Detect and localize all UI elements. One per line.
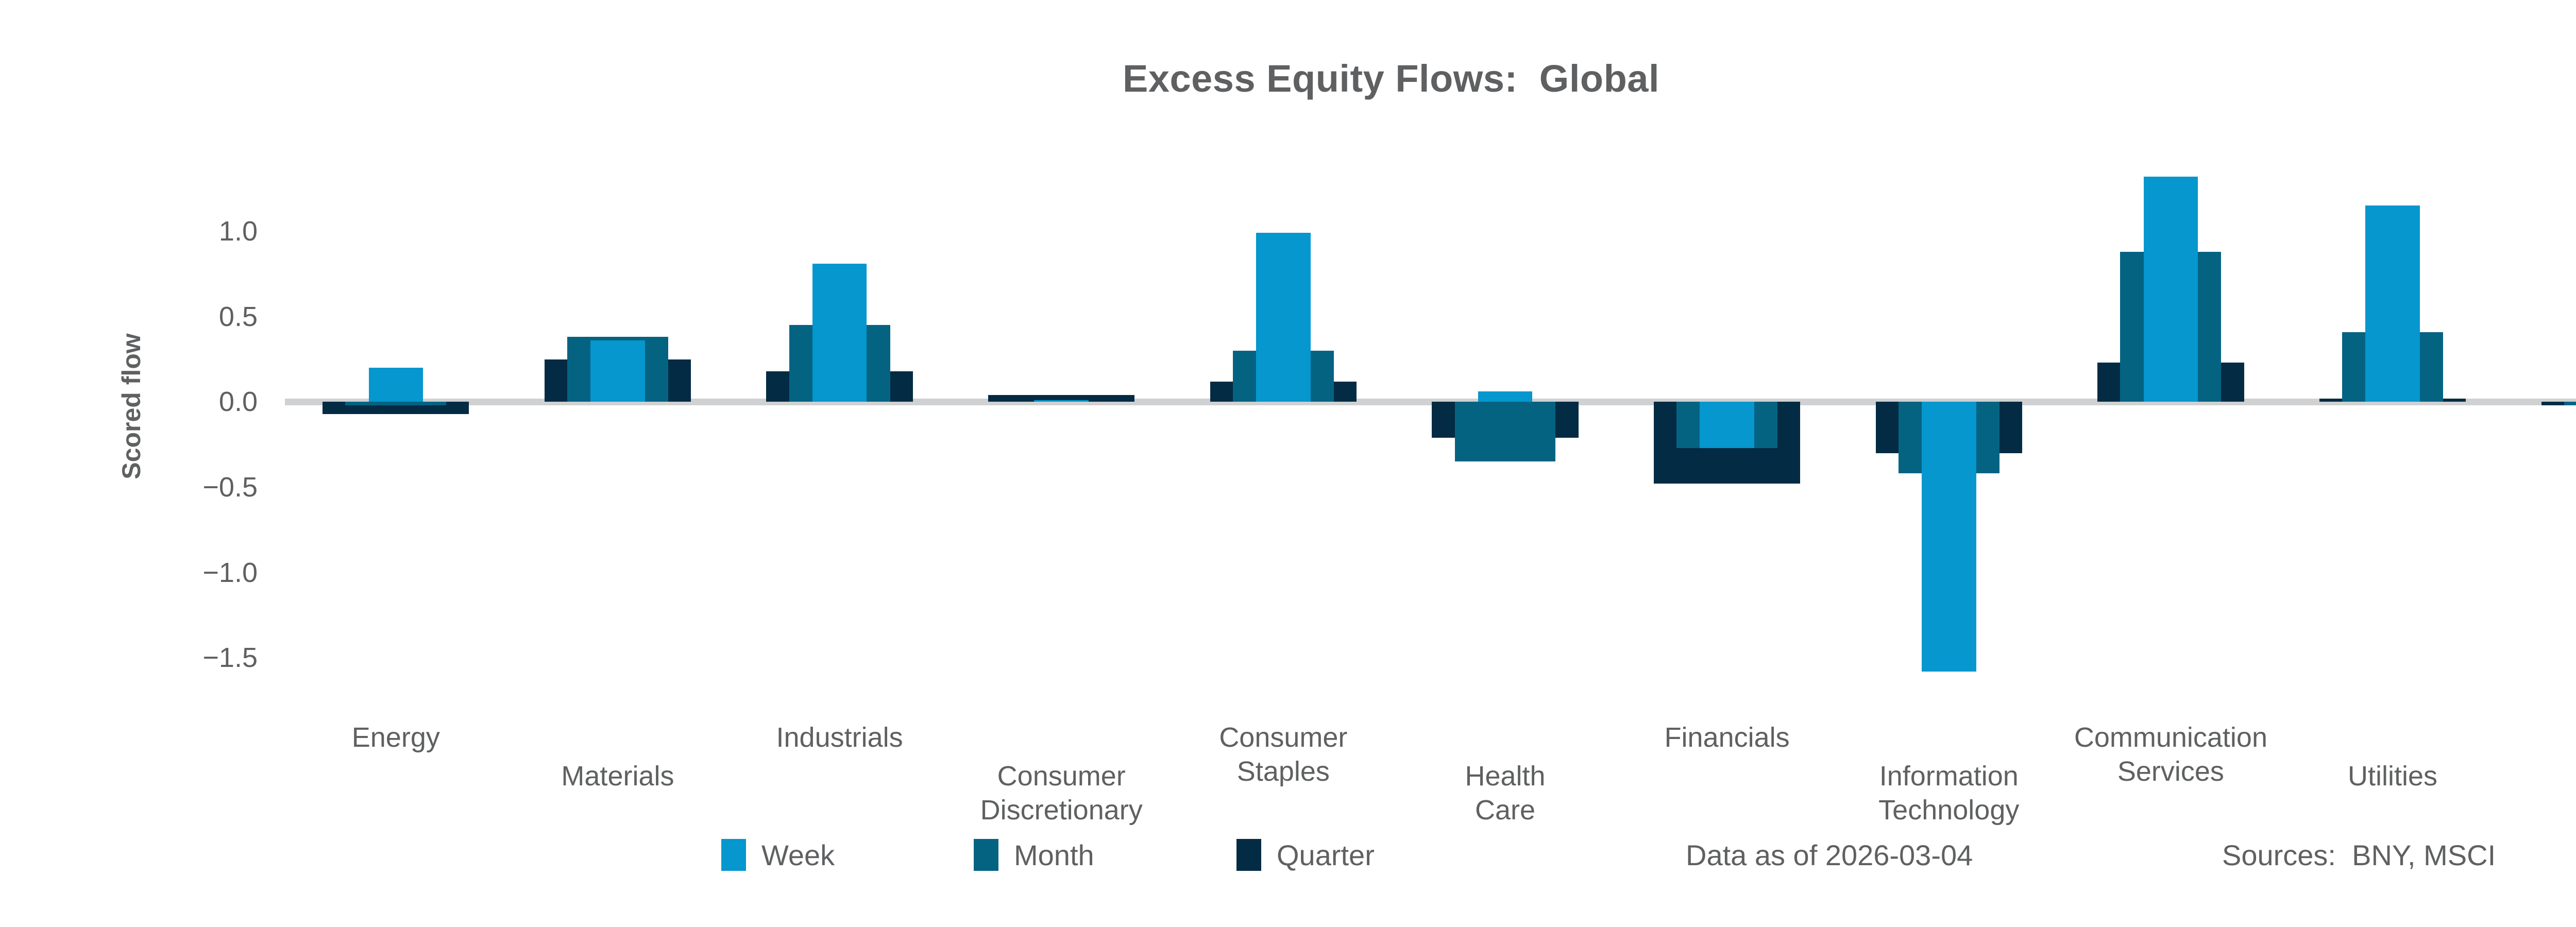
- bar-week[interactable]: [1700, 402, 1754, 448]
- x-category-label: Financials: [1664, 722, 1790, 753]
- legend-label: Month: [1014, 838, 1094, 871]
- bar-group: [2282, 154, 2504, 700]
- x-category-label: Consumer Staples: [1219, 722, 1348, 787]
- bar-week[interactable]: [1256, 233, 1311, 402]
- y-axis-ticks: 1.0 0.5 0.0 −0.5 −1.0 −1.5: [0, 154, 258, 700]
- bar-group: [728, 154, 951, 700]
- y-tick-label: −1.0: [202, 557, 258, 588]
- bar-month[interactable]: [1454, 402, 1556, 462]
- x-category-label: Utilities: [2348, 761, 2438, 792]
- bar-week[interactable]: [1922, 402, 1976, 672]
- bar-group: [1838, 154, 2060, 700]
- bar-group: [1394, 154, 1616, 700]
- legend-item-quarter[interactable]: Quarter: [1236, 834, 1375, 876]
- chart-title: Excess Equity Flows: Global: [1122, 57, 1660, 100]
- bar-month[interactable]: [345, 402, 447, 405]
- y-tick-label: −0.5: [202, 471, 258, 503]
- chart-footer: Week Month Quarter Data as of 2026-03-04 S…: [0, 834, 2576, 891]
- bar-group: [1616, 154, 1838, 700]
- bar-group: [285, 154, 507, 700]
- legend-swatch-icon: [974, 839, 998, 871]
- bar-quarter[interactable]: [988, 395, 1135, 402]
- bar-group: [2060, 154, 2282, 700]
- y-tick-label: 1.0: [218, 216, 258, 247]
- x-category-label: Health Care: [1465, 761, 1546, 826]
- bar-week[interactable]: [2143, 177, 2198, 402]
- legend-swatch-icon: [1236, 839, 1261, 871]
- x-category-label: Information Technology: [1878, 761, 2020, 826]
- bar-group: [951, 154, 1173, 700]
- bar-group: [2503, 154, 2576, 700]
- y-tick-label: 0.5: [218, 301, 258, 332]
- bar-week[interactable]: [812, 264, 867, 402]
- bar-group: [507, 154, 729, 700]
- bar-week[interactable]: [368, 368, 423, 402]
- bar-month[interactable]: [2564, 402, 2576, 405]
- y-tick-label: 0.0: [218, 386, 258, 418]
- bar-quarter[interactable]: [2541, 402, 2576, 405]
- bar-week[interactable]: [1034, 400, 1089, 402]
- plot-area: [285, 154, 2576, 700]
- y-tick-label: −1.5: [202, 642, 258, 674]
- bar-week[interactable]: [2365, 205, 2420, 402]
- bar-week[interactable]: [1478, 391, 1533, 402]
- bar-group: [1173, 154, 1395, 700]
- sources-note: Sources: BNY, MSCI: [2222, 839, 2496, 871]
- legend-item-week[interactable]: Week: [721, 834, 835, 876]
- x-category-label: Materials: [561, 761, 674, 792]
- x-category-label: Communication Services: [2074, 722, 2267, 787]
- x-category-label: Industrials: [776, 722, 903, 753]
- data-as-of-note: Data as of 2026-03-04: [1686, 839, 1973, 871]
- x-category-label: Consumer Discretionary: [980, 761, 1143, 826]
- legend-label: Week: [761, 838, 835, 871]
- legend-item-month[interactable]: Month: [974, 834, 1094, 876]
- legend-label: Quarter: [1277, 838, 1375, 871]
- legend-swatch-icon: [721, 839, 746, 871]
- x-category-label: Energy: [351, 722, 440, 753]
- bar-week[interactable]: [590, 340, 645, 402]
- x-category-label: Real Estate: [2465, 721, 2576, 789]
